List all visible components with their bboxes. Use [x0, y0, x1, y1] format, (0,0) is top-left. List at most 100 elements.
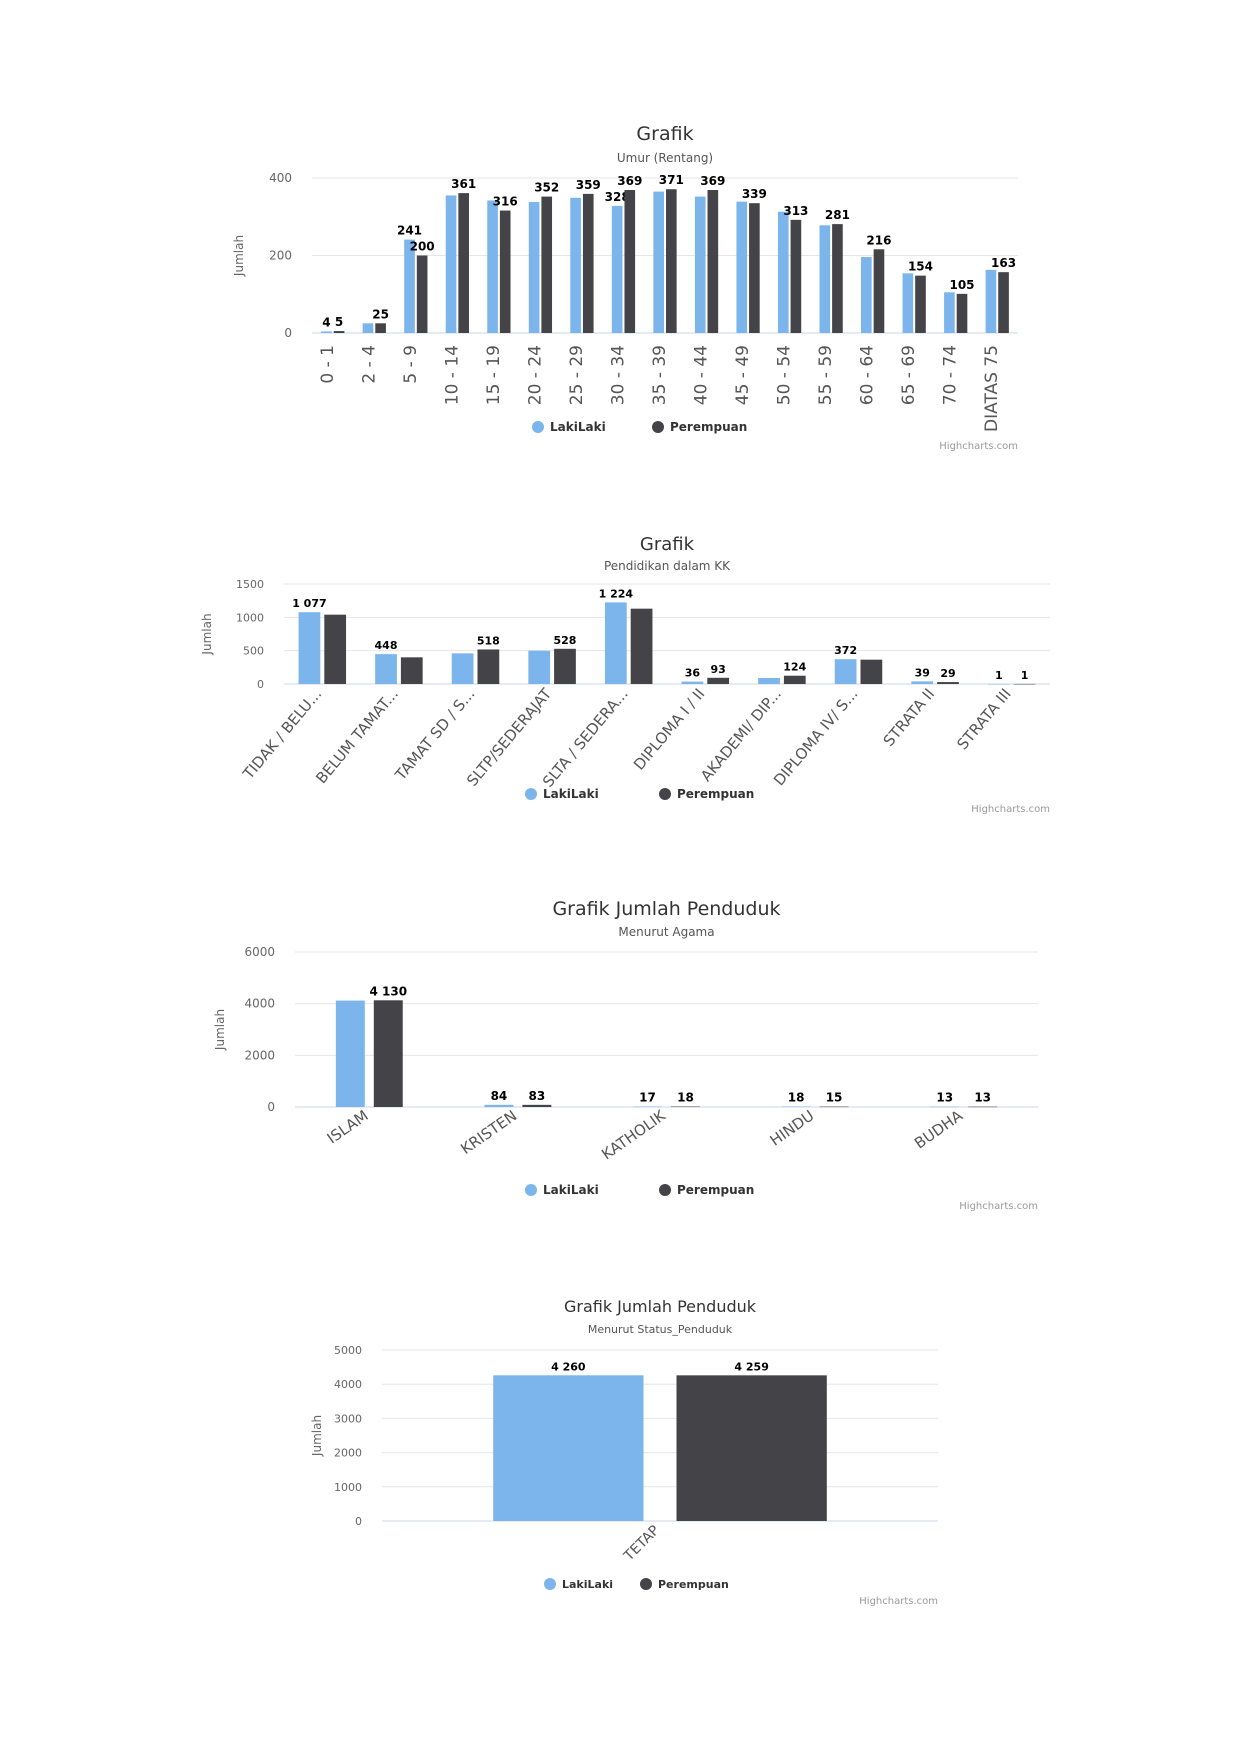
bar-perempuan[interactable] — [630, 608, 653, 684]
bar-perempuan[interactable] — [541, 196, 553, 333]
y-tick-label: 4000 — [244, 997, 275, 1011]
bar-perempuan[interactable] — [707, 677, 730, 684]
bar-perempuan[interactable] — [915, 275, 926, 333]
data-label: 200 — [410, 240, 435, 254]
highcharts-credit-link[interactable]: Highcharts.com — [959, 1201, 1038, 1212]
data-label: 328 — [605, 190, 630, 204]
bar-lakilaki[interactable] — [404, 239, 415, 333]
legend-item-lakilaki[interactable]: LakiLaki — [525, 1183, 599, 1197]
bar-perempuan[interactable] — [873, 249, 885, 333]
highcharts-credit-link[interactable]: Highcharts.com — [939, 441, 1018, 452]
bar-perempuan[interactable] — [790, 219, 802, 333]
bar-lakilaki[interactable] — [911, 681, 934, 684]
category-label: 45 - 49 — [733, 345, 753, 405]
bar-lakilaki[interactable] — [445, 195, 457, 333]
legend-item-perempuan[interactable]: Perempuan — [640, 1578, 729, 1591]
bar-perempuan[interactable] — [582, 193, 594, 333]
bar-lakilaki[interactable] — [335, 1000, 365, 1107]
legend-item-perempuan[interactable]: Perempuan — [659, 787, 754, 801]
bar-perempuan[interactable] — [400, 657, 423, 684]
bar-perempuan[interactable] — [819, 1106, 849, 1108]
bar-lakilaki[interactable] — [777, 211, 789, 333]
y-tick-label: 2000 — [334, 1447, 362, 1460]
bar-perempuan[interactable] — [783, 675, 806, 684]
legend-item-lakilaki[interactable]: LakiLaki — [544, 1578, 613, 1591]
bar-perempuan[interactable] — [333, 331, 345, 333]
bar-perempuan[interactable] — [499, 210, 511, 333]
bar-perempuan[interactable] — [458, 193, 469, 333]
bar-lakilaki[interactable] — [781, 1106, 811, 1108]
bar-perempuan[interactable] — [671, 1106, 700, 1108]
bar-perempuan[interactable] — [707, 190, 719, 333]
bar-lakilaki[interactable] — [653, 191, 664, 333]
bar-perempuan[interactable] — [373, 1000, 403, 1107]
bar-lakilaki[interactable] — [681, 681, 704, 684]
bar-lakilaki[interactable] — [985, 269, 997, 333]
bar-perempuan[interactable] — [998, 272, 1009, 333]
bar-lakilaki[interactable] — [528, 650, 551, 684]
bar-lakilaki[interactable] — [861, 257, 872, 333]
y-tick-label: 1000 — [236, 611, 264, 624]
bar-lakilaki[interactable] — [944, 292, 955, 333]
bar-perempuan[interactable] — [860, 659, 883, 684]
bar-lakilaki[interactable] — [493, 1375, 644, 1521]
bar-perempuan[interactable] — [832, 224, 843, 333]
bar-lakilaki[interactable] — [604, 602, 627, 684]
bar-perempuan[interactable] — [554, 648, 576, 684]
bar-lakilaki[interactable] — [987, 683, 1010, 685]
bar-lakilaki[interactable] — [451, 653, 474, 684]
bar-lakilaki[interactable] — [694, 196, 706, 333]
legend-item-lakilaki[interactable]: LakiLaki — [525, 787, 599, 801]
bar-perempuan[interactable] — [624, 190, 636, 333]
y-tick-label: 200 — [269, 249, 292, 263]
bar-lakilaki[interactable] — [834, 659, 857, 684]
highcharts-credit-link[interactable]: Highcharts.com — [971, 804, 1050, 815]
highcharts-credit-link[interactable]: Highcharts.com — [859, 1596, 938, 1607]
legend-item-perempuan[interactable]: Perempuan — [652, 420, 747, 434]
bar-perempuan[interactable] — [375, 323, 386, 333]
bar-lakilaki[interactable] — [819, 225, 831, 333]
legend-item-perempuan[interactable]: Perempuan — [659, 1183, 754, 1197]
bar-lakilaki[interactable] — [321, 331, 332, 333]
bar-perempuan[interactable] — [666, 189, 677, 333]
category-label: BUDHA — [911, 1106, 966, 1152]
data-label: 1 — [995, 669, 1003, 682]
bar-perempuan[interactable] — [1013, 683, 1036, 685]
chart-title: Grafik — [636, 123, 693, 145]
bar-perempuan[interactable] — [749, 203, 760, 333]
bar-lakilaki[interactable] — [570, 197, 581, 333]
bar-perempuan[interactable] — [324, 614, 347, 684]
data-label: 4 260 — [551, 1360, 586, 1373]
chart-2: Grafik Pendidikan dalam KK 0 500 1000 1500 Jum… — [200, 534, 1050, 815]
bar-lakilaki[interactable] — [487, 200, 498, 333]
category-label: 25 - 29 — [567, 345, 587, 405]
y-tick-label: 400 — [269, 171, 292, 185]
category-label: 5 - 9 — [401, 345, 421, 384]
bar-lakilaki[interactable] — [902, 273, 914, 333]
category-label: KATHOLIK — [598, 1106, 670, 1164]
bar-lakilaki[interactable] — [736, 201, 748, 333]
bar-perempuan[interactable] — [937, 682, 959, 684]
legend-label: Perempuan — [677, 1183, 754, 1197]
legend-item-lakilaki[interactable]: LakiLaki — [532, 420, 606, 434]
bar-lakilaki[interactable] — [375, 654, 397, 684]
bar-lakilaki[interactable] — [611, 205, 623, 333]
bar-lakilaki[interactable] — [633, 1106, 662, 1108]
category-label: STRATA III — [953, 685, 1014, 753]
bar-perempuan[interactable] — [477, 649, 500, 684]
data-label: 84 — [491, 1089, 508, 1103]
bar-lakilaki[interactable] — [758, 678, 780, 684]
bar-perempuan[interactable] — [522, 1104, 552, 1107]
bar-lakilaki[interactable] — [362, 323, 374, 333]
category-label: KRISTEN — [457, 1107, 520, 1158]
bar-lakilaki[interactable] — [528, 202, 540, 333]
bar-lakilaki[interactable] — [484, 1104, 514, 1107]
bar-perempuan[interactable] — [968, 1106, 998, 1108]
bar-perempuan[interactable] — [416, 255, 428, 334]
bar-lakilaki[interactable] — [930, 1106, 960, 1108]
bar-lakilaki[interactable] — [298, 612, 321, 684]
bar-perempuan[interactable] — [956, 293, 968, 333]
data-label: 13 — [974, 1091, 991, 1105]
bar-perempuan[interactable] — [676, 1375, 827, 1521]
